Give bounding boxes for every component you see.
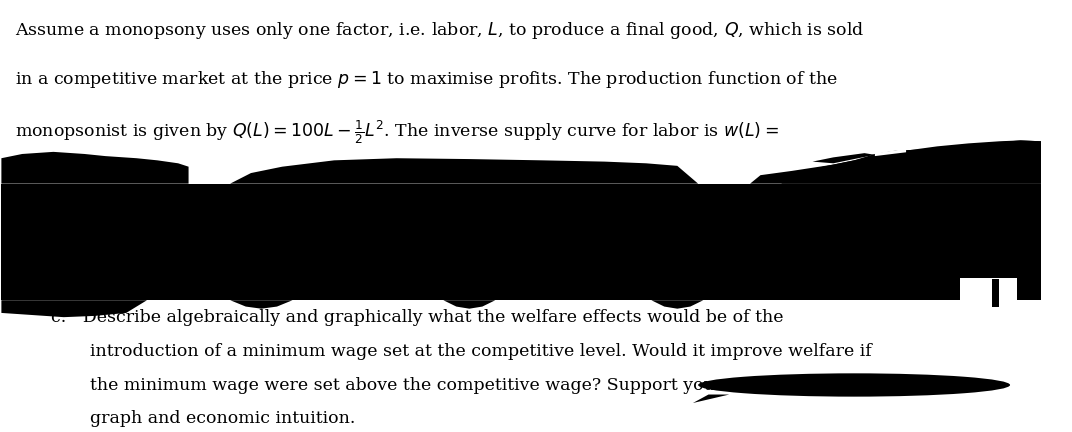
Text: the minimum wage were set above the competitive wage? Support your answer with a: the minimum wage were set above the comp… xyxy=(90,377,852,394)
Polygon shape xyxy=(693,394,729,403)
Polygon shape xyxy=(230,300,293,309)
Text: monopsonist is given by $Q(L) = 100L - \frac{1}{2}L^2$. The inverse supply curve: monopsonist is given by $Q(L) = 100L - \… xyxy=(15,118,779,146)
Bar xyxy=(961,278,1017,301)
Text: $20 + 2L$.: $20 + 2L$. xyxy=(15,167,85,184)
Ellipse shape xyxy=(698,373,1010,397)
Polygon shape xyxy=(652,300,703,309)
Polygon shape xyxy=(1,152,189,184)
Bar xyxy=(993,279,999,307)
Text: c.   Describe algebraically and graphically what the welfare effects would be of: c. Describe algebraically and graphicall… xyxy=(51,309,784,326)
Polygon shape xyxy=(230,158,698,184)
Text: introduction of a minimum wage set at the competitive level. Would it improve we: introduction of a minimum wage set at th… xyxy=(90,343,872,359)
Text: Assume a monopsony uses only one factor, i.e. labor, $L$, to produce a final goo: Assume a monopsony uses only one factor,… xyxy=(15,20,864,41)
Polygon shape xyxy=(1,300,147,317)
Polygon shape xyxy=(444,300,495,309)
Polygon shape xyxy=(750,140,1041,184)
Text: graph and economic intuition.: graph and economic intuition. xyxy=(90,410,355,427)
Bar xyxy=(1,184,1041,300)
Polygon shape xyxy=(781,140,1041,184)
Text: in a competitive market at the price $p = 1$ to maximise profits. The production: in a competitive market at the price $p … xyxy=(15,69,837,90)
Polygon shape xyxy=(813,153,875,163)
Polygon shape xyxy=(875,149,906,156)
